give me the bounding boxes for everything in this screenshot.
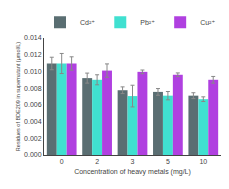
svg-text:0.004: 0.004 [24,118,42,125]
svg-text:0.014: 0.014 [24,34,42,41]
svg-text:0.006: 0.006 [24,101,42,108]
svg-text:3: 3 [131,158,135,165]
svg-text:Pb²⁺: Pb²⁺ [140,19,155,26]
svg-text:5: 5 [166,158,170,165]
svg-text:0.002: 0.002 [24,135,42,142]
svg-text:0.012: 0.012 [24,51,42,58]
svg-text:Residues of BDE209 in supernat: Residues of BDE209 in supernatant (μmol/… [15,42,21,151]
svg-text:Concentration of heavy metals: Concentration of heavy metals (mg/L) [74,168,191,176]
svg-text:0.000: 0.000 [24,151,42,158]
svg-text:0: 0 [60,158,64,165]
svg-text:0.008: 0.008 [24,85,42,92]
svg-text:Cd²⁺: Cd²⁺ [80,19,95,26]
svg-text:0.010: 0.010 [24,68,42,75]
svg-text:2: 2 [95,158,99,165]
svg-text:10: 10 [199,158,207,165]
svg-text:Cu²⁺: Cu²⁺ [200,19,215,26]
